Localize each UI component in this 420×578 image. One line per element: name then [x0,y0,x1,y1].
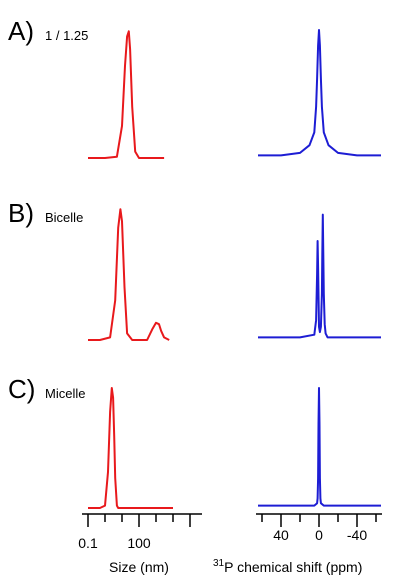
panel-b-shift-curve [258,213,381,339]
shift-tick-label-0: 0 [315,527,323,543]
size-tick-label-100: 100 [127,535,151,551]
panel-c-label: Micelle [45,386,85,401]
panel-b-letter: B) [8,198,34,228]
curves [88,29,381,509]
panel-c-shift-curve [258,387,381,507]
shift-axis-label: 31P chemical shift (ppm) [213,558,362,575]
size-axis: 0.1 100 Size (nm) [78,513,202,575]
size-axis-label: Size (nm) [109,559,169,575]
shift-axis: 40 0 -40 31P chemical shift (ppm) [213,513,382,575]
panel-b-size-curve [88,208,170,341]
panel-a-size-curve [88,30,165,159]
panel-b-label: Bicelle [45,210,83,225]
panel-a-letter: A) [8,16,34,46]
shift-axis-label-superscript: 31 [213,558,225,569]
panel-c-letter: C) [8,374,35,404]
shift-tick-label-40: 40 [273,527,289,543]
panel-c-size-curve [88,387,173,509]
shift-axis-label-main: P chemical shift (ppm) [224,559,362,575]
panel-a-label: 1 / 1.25 [45,28,88,43]
panel-a-shift-curve [258,29,381,157]
size-tick-label-0.1: 0.1 [78,535,98,551]
shift-tick-label-minus40: -40 [347,527,367,543]
